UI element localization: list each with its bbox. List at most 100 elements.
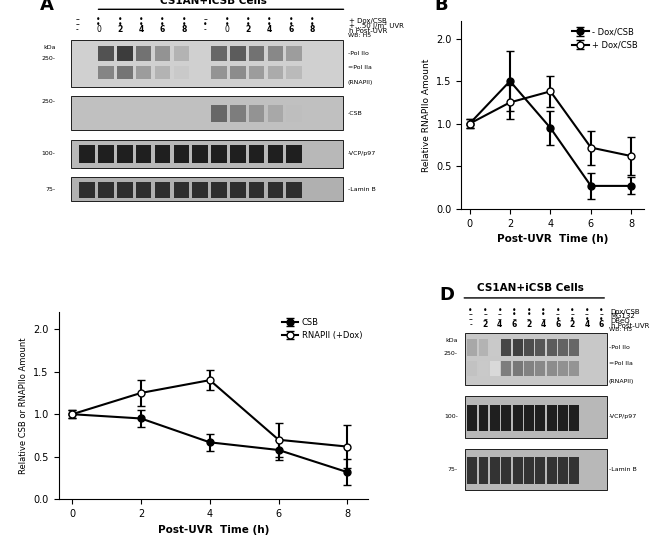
- Bar: [98, 46, 114, 61]
- Text: (RNAPII): (RNAPII): [609, 379, 634, 384]
- Y-axis label: Relative CSB or RNAPIIo Amount: Relative CSB or RNAPIIo Amount: [19, 337, 28, 474]
- Bar: [558, 361, 568, 376]
- Text: 6: 6: [555, 320, 560, 329]
- Bar: [117, 145, 133, 163]
- Text: -Lamin B: -Lamin B: [348, 187, 376, 192]
- Text: 100-: 100-: [42, 151, 55, 156]
- Bar: [249, 182, 265, 198]
- Bar: [558, 404, 568, 431]
- Bar: [117, 182, 133, 198]
- Bar: [268, 145, 283, 163]
- Bar: [490, 361, 500, 376]
- Bar: [569, 404, 579, 431]
- Bar: [569, 457, 579, 484]
- Bar: [174, 66, 189, 78]
- Text: •: •: [310, 15, 315, 24]
- Text: •: •: [203, 20, 207, 29]
- Bar: [136, 182, 151, 198]
- Text: •: •: [224, 20, 229, 29]
- Text: •: •: [556, 315, 560, 324]
- Text: 4: 4: [584, 320, 590, 329]
- Text: •: •: [599, 315, 604, 324]
- Bar: [249, 105, 265, 122]
- Text: •: •: [96, 15, 101, 24]
- Text: •: •: [310, 20, 315, 29]
- Bar: [268, 66, 283, 78]
- Bar: [71, 40, 343, 87]
- Bar: [71, 97, 343, 130]
- Bar: [136, 145, 151, 163]
- Bar: [268, 182, 283, 198]
- Text: •: •: [139, 20, 144, 29]
- Text: 75-: 75-: [448, 467, 458, 472]
- Bar: [155, 145, 170, 163]
- Bar: [513, 361, 523, 376]
- Bar: [117, 66, 133, 78]
- Text: 6: 6: [512, 320, 517, 329]
- Text: -: -: [204, 25, 207, 34]
- Text: 0: 0: [96, 25, 101, 34]
- Bar: [467, 404, 477, 431]
- Text: h Post-UVR: h Post-UVR: [611, 323, 649, 329]
- Text: •: •: [483, 306, 488, 315]
- Bar: [524, 457, 534, 484]
- Text: •: •: [468, 306, 473, 315]
- Bar: [136, 46, 151, 61]
- Bar: [268, 105, 283, 122]
- Text: 250-: 250-: [42, 99, 55, 104]
- Text: •: •: [161, 15, 165, 24]
- Bar: [547, 457, 556, 484]
- Bar: [174, 46, 189, 61]
- Text: kDa: kDa: [445, 338, 458, 343]
- Bar: [465, 332, 607, 385]
- Text: Dox/CSB: Dox/CSB: [611, 309, 640, 315]
- Bar: [287, 66, 302, 78]
- Text: •: •: [96, 20, 101, 29]
- Bar: [211, 66, 227, 78]
- Bar: [211, 145, 227, 163]
- Text: –: –: [75, 20, 79, 29]
- Text: -Pol IIo: -Pol IIo: [348, 51, 369, 56]
- Text: 4: 4: [497, 320, 502, 329]
- Text: CS1AN+iCSB Cells: CS1AN+iCSB Cells: [160, 0, 266, 6]
- Text: •: •: [289, 20, 293, 29]
- Bar: [513, 457, 523, 484]
- Bar: [478, 361, 488, 376]
- Text: D: D: [439, 287, 454, 304]
- Bar: [524, 404, 534, 431]
- Bar: [155, 66, 170, 78]
- Text: 6: 6: [160, 25, 165, 34]
- Text: –: –: [600, 310, 604, 320]
- Text: 8: 8: [309, 25, 315, 34]
- Bar: [174, 145, 189, 163]
- Text: 0: 0: [224, 25, 229, 34]
- Bar: [558, 457, 568, 484]
- Text: •: •: [497, 306, 502, 315]
- Text: –: –: [585, 310, 589, 320]
- Text: CS1AN+iCSB Cells: CS1AN+iCSB Cells: [477, 283, 584, 293]
- Text: •: •: [246, 20, 250, 29]
- Text: B: B: [434, 0, 448, 14]
- Bar: [211, 105, 227, 122]
- Text: –: –: [203, 15, 207, 24]
- Text: •: •: [289, 15, 293, 24]
- Text: •: •: [267, 20, 272, 29]
- Text: –: –: [498, 310, 502, 320]
- Bar: [211, 46, 227, 61]
- Bar: [501, 457, 511, 484]
- Text: + Dox/CSB: + Dox/CSB: [350, 18, 387, 24]
- Bar: [79, 145, 95, 163]
- Legend: CSB, RNAPII (+Dox): CSB, RNAPII (+Dox): [280, 316, 364, 342]
- Text: •: •: [224, 15, 229, 24]
- Text: -VCP/p97: -VCP/p97: [609, 415, 637, 419]
- Text: -Pol IIo: -Pol IIo: [609, 345, 630, 350]
- Bar: [478, 339, 488, 356]
- Bar: [230, 46, 246, 61]
- Bar: [547, 404, 556, 431]
- Bar: [490, 457, 500, 484]
- Text: •: •: [118, 15, 122, 24]
- Text: A: A: [40, 0, 54, 14]
- Text: •: •: [556, 306, 560, 315]
- Bar: [547, 339, 556, 356]
- Bar: [192, 145, 208, 163]
